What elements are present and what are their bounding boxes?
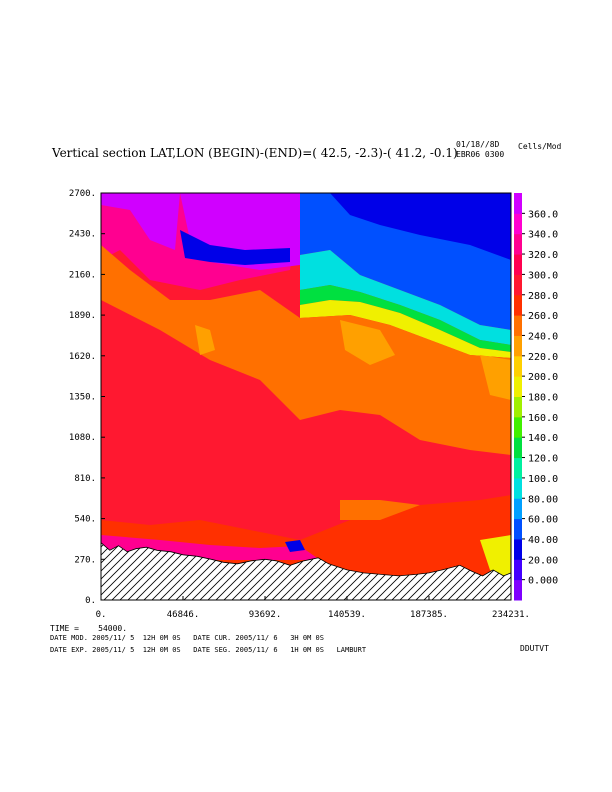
y-tick-label: 1080. xyxy=(69,433,96,443)
colorbar-swatch xyxy=(514,294,522,316)
colorbar: 0.000 20.00 40.00 60.00 80.00 100.0 120.0 140.0… xyxy=(514,193,558,601)
colorbar-label: 340.0 xyxy=(528,230,558,241)
y-tick-label: 810. xyxy=(74,474,96,484)
y-tick-label: 1350. xyxy=(69,393,96,403)
field-region-yellow-18 xyxy=(480,535,511,580)
y-tick-label: 2430. xyxy=(69,230,96,240)
colorbar-swatch xyxy=(514,437,522,459)
y-tick-label: 540. xyxy=(74,515,96,525)
colorbar-label: 280.0 xyxy=(528,291,558,302)
colorbar-swatch xyxy=(514,193,522,214)
colorbar-label: 40.00 xyxy=(528,535,558,546)
x-tick-label: 234231. xyxy=(492,610,530,620)
x-tick-label: 93692. xyxy=(249,610,282,620)
y-tick-label: 2700. xyxy=(69,189,96,199)
colorbar-label: 120.0 xyxy=(528,454,558,465)
colorbar-swatch xyxy=(514,396,522,418)
y-tick-label: 270. xyxy=(74,555,96,565)
colorbar-label: 300.0 xyxy=(528,270,558,281)
field-tag: DDUTVT xyxy=(520,644,549,653)
colorbar-label: 260.0 xyxy=(528,311,558,322)
units-label: Cells/Mod xyxy=(518,142,562,151)
x-tick-label: 140539. xyxy=(328,610,366,620)
contour-field xyxy=(101,193,511,600)
colorbar-label: 200.0 xyxy=(528,372,558,383)
colorbar-label: 160.0 xyxy=(528,413,558,424)
x-tick-label: 187385. xyxy=(410,610,448,620)
x-tick-label: 46846. xyxy=(167,610,200,620)
colorbar-swatch xyxy=(514,254,522,275)
field-region-deep-blue-19 xyxy=(285,540,305,552)
colorbar-label: 20.00 xyxy=(528,555,558,566)
colorbar-label: 80.00 xyxy=(528,494,558,505)
colorbar-swatch xyxy=(514,315,522,336)
colorbar-swatch xyxy=(514,579,522,601)
field-region-green-8 xyxy=(300,285,511,352)
colorbar-swatch xyxy=(514,355,522,377)
field-region-top-purple-2 xyxy=(101,193,180,250)
colorbar-label: 320.0 xyxy=(528,250,558,261)
field-region-light-orange-14 xyxy=(480,355,511,400)
colorbar-label: 360.0 xyxy=(528,209,558,220)
y-tick-label: 0. xyxy=(85,596,96,606)
run-stamp-line1: 01/18//8D xyxy=(456,140,500,149)
colorbar-swatch xyxy=(514,233,522,255)
field-region-deep-blue-5 xyxy=(330,193,511,260)
field-region-orange-16 xyxy=(340,500,420,520)
colorbar-swatch xyxy=(514,457,522,479)
colorbar-swatch xyxy=(514,538,522,560)
colorbar-swatch xyxy=(514,213,522,235)
colorbar-label: 180.0 xyxy=(528,393,558,404)
time-label: TIME = 54000. xyxy=(50,624,128,633)
field-region-cyan-7 xyxy=(300,250,511,345)
colorbar-label: 60.00 xyxy=(528,515,558,526)
y-tick-label: 2160. xyxy=(69,270,96,280)
colorbar-swatch xyxy=(514,498,522,520)
colorbar-label: 0.000 xyxy=(528,576,558,587)
colorbar-label: 100.0 xyxy=(528,474,558,485)
date-mod-line: DATE MOD. 2005/11/ 5 12H 0M 0S DATE CUR.… xyxy=(50,634,324,642)
colorbar-label: 240.0 xyxy=(528,331,558,342)
field-region-deep-blue-6 xyxy=(180,230,290,265)
colorbar-swatch xyxy=(514,376,522,397)
colorbar-swatch xyxy=(514,416,522,438)
colorbar-swatch xyxy=(514,274,522,296)
field-region-yellow-9 xyxy=(300,300,511,358)
field-region-light-orange-13 xyxy=(195,325,215,355)
axes: 0. 270. 540. 810. 1080. 1350. 1620. 1890. 2160. 2… xyxy=(69,189,530,620)
colorbar-label: 140.0 xyxy=(528,433,558,444)
chart-title: Vertical section LAT,LON (BEGIN)-(END)=(… xyxy=(52,146,458,160)
date-exp-line: DATE EXP. 2005/11/ 5 12H 0M 0S DATE SEG.… xyxy=(50,646,367,654)
colorbar-swatch xyxy=(514,477,522,499)
run-stamp-line2: EBR06 0300 xyxy=(456,150,505,159)
field-region-light-orange-12 xyxy=(340,320,395,365)
terrain-hatch xyxy=(101,542,511,600)
y-tick-label: 1890. xyxy=(69,311,96,321)
colorbar-label: 220.0 xyxy=(528,352,558,363)
x-tick-label: 0. xyxy=(96,610,107,620)
colorbar-swatch xyxy=(514,335,522,357)
y-tick-label: 1620. xyxy=(69,352,96,362)
colorbar-swatch xyxy=(514,518,522,540)
colorbar-swatch xyxy=(514,559,522,581)
